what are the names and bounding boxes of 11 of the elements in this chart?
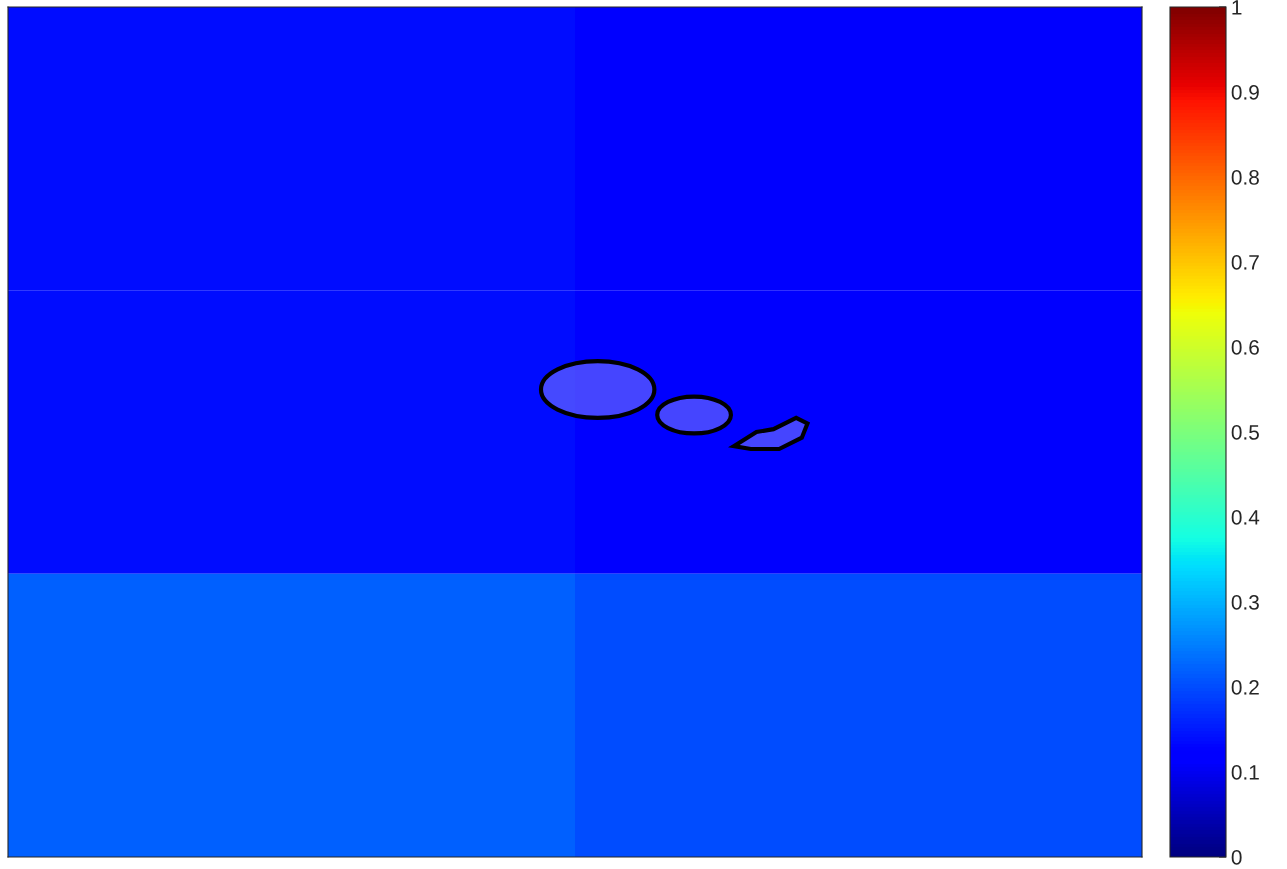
- color-bar-label: 0.6: [1231, 340, 1259, 355]
- color-bar-label: 0.9: [1231, 85, 1259, 100]
- color-bar-label: 0.2: [1231, 680, 1259, 695]
- color-bar-label: 0.5: [1231, 425, 1259, 440]
- color-bar-label: 0.8: [1231, 170, 1259, 185]
- color-bar-label: 1: [1232, 0, 1242, 15]
- color-bar-label: 0.1: [1231, 765, 1259, 780]
- color-bar-label: 0.4: [1231, 510, 1260, 525]
- color-bar-label: 0.7: [1231, 255, 1259, 270]
- color-bar-label: 0: [1231, 850, 1242, 865]
- color-bar-label: 0.3: [1231, 595, 1259, 610]
